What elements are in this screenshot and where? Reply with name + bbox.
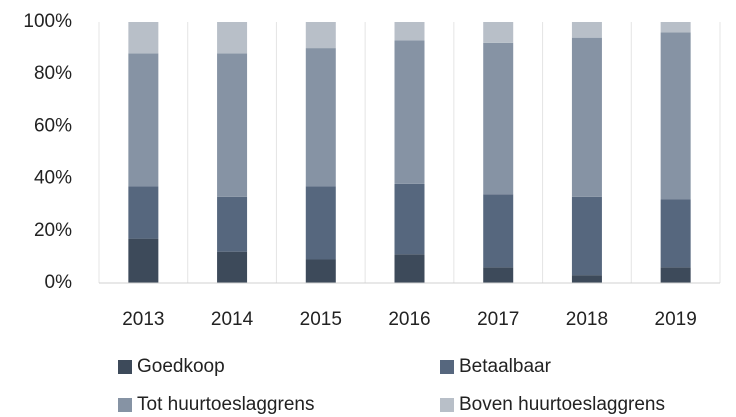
bar-segment: [128, 186, 159, 239]
x-tick-label: 2016: [388, 309, 430, 330]
bar-segment: [660, 22, 691, 33]
bar-segment: [660, 199, 691, 268]
legend-swatch: [118, 398, 132, 412]
bar-segment: [571, 275, 602, 283]
bar-segment: [128, 22, 159, 54]
bar-segment: [217, 53, 248, 197]
x-tick-label: 2014: [211, 309, 254, 330]
bar-segment: [394, 40, 425, 184]
bar-segment: [660, 32, 691, 200]
y-tick-label: 80%: [34, 63, 72, 84]
bar-segment: [571, 37, 602, 197]
legend-swatch: [440, 360, 454, 374]
bar-segment: [217, 196, 248, 252]
y-tick-label: 100%: [23, 11, 72, 32]
bar-segment: [483, 42, 514, 195]
bar-segment: [217, 251, 248, 283]
x-tick-label: 2013: [122, 309, 164, 330]
bar-segment: [571, 22, 602, 38]
y-tick-label: 20%: [34, 220, 72, 241]
bar-segment: [128, 53, 159, 187]
bar-segment: [483, 267, 514, 283]
x-tick-label: 2015: [300, 309, 342, 330]
y-tick-label: 0%: [45, 272, 73, 293]
x-tick-label: 2018: [566, 309, 608, 330]
y-tick-label: 40%: [34, 168, 72, 189]
bar-segment: [217, 22, 248, 54]
legend-label: Goedkoop: [137, 356, 225, 377]
legend-swatch: [440, 398, 454, 412]
bar-segment: [483, 194, 514, 268]
bar-segment: [128, 238, 159, 283]
bar-segment: [394, 183, 425, 255]
bar-segment: [394, 254, 425, 283]
bar-segment: [394, 22, 425, 41]
legend-label: Boven huurtoeslaggrens: [459, 394, 665, 415]
bar-segment: [305, 48, 336, 187]
bar-segment: [305, 259, 336, 283]
legend-swatch: [118, 360, 132, 374]
x-tick-label: 2019: [655, 309, 697, 330]
y-tick-label: 60%: [34, 115, 72, 136]
legend-label: Tot huurtoeslaggrens: [137, 394, 314, 415]
bar-segment: [660, 267, 691, 283]
x-tick-label: 2017: [477, 309, 519, 330]
bar-segment: [305, 22, 336, 49]
bar-segment: [305, 186, 336, 260]
legend-label: Betaalbaar: [459, 356, 552, 377]
bar-segment: [571, 196, 602, 276]
bar-segment: [483, 22, 514, 43]
